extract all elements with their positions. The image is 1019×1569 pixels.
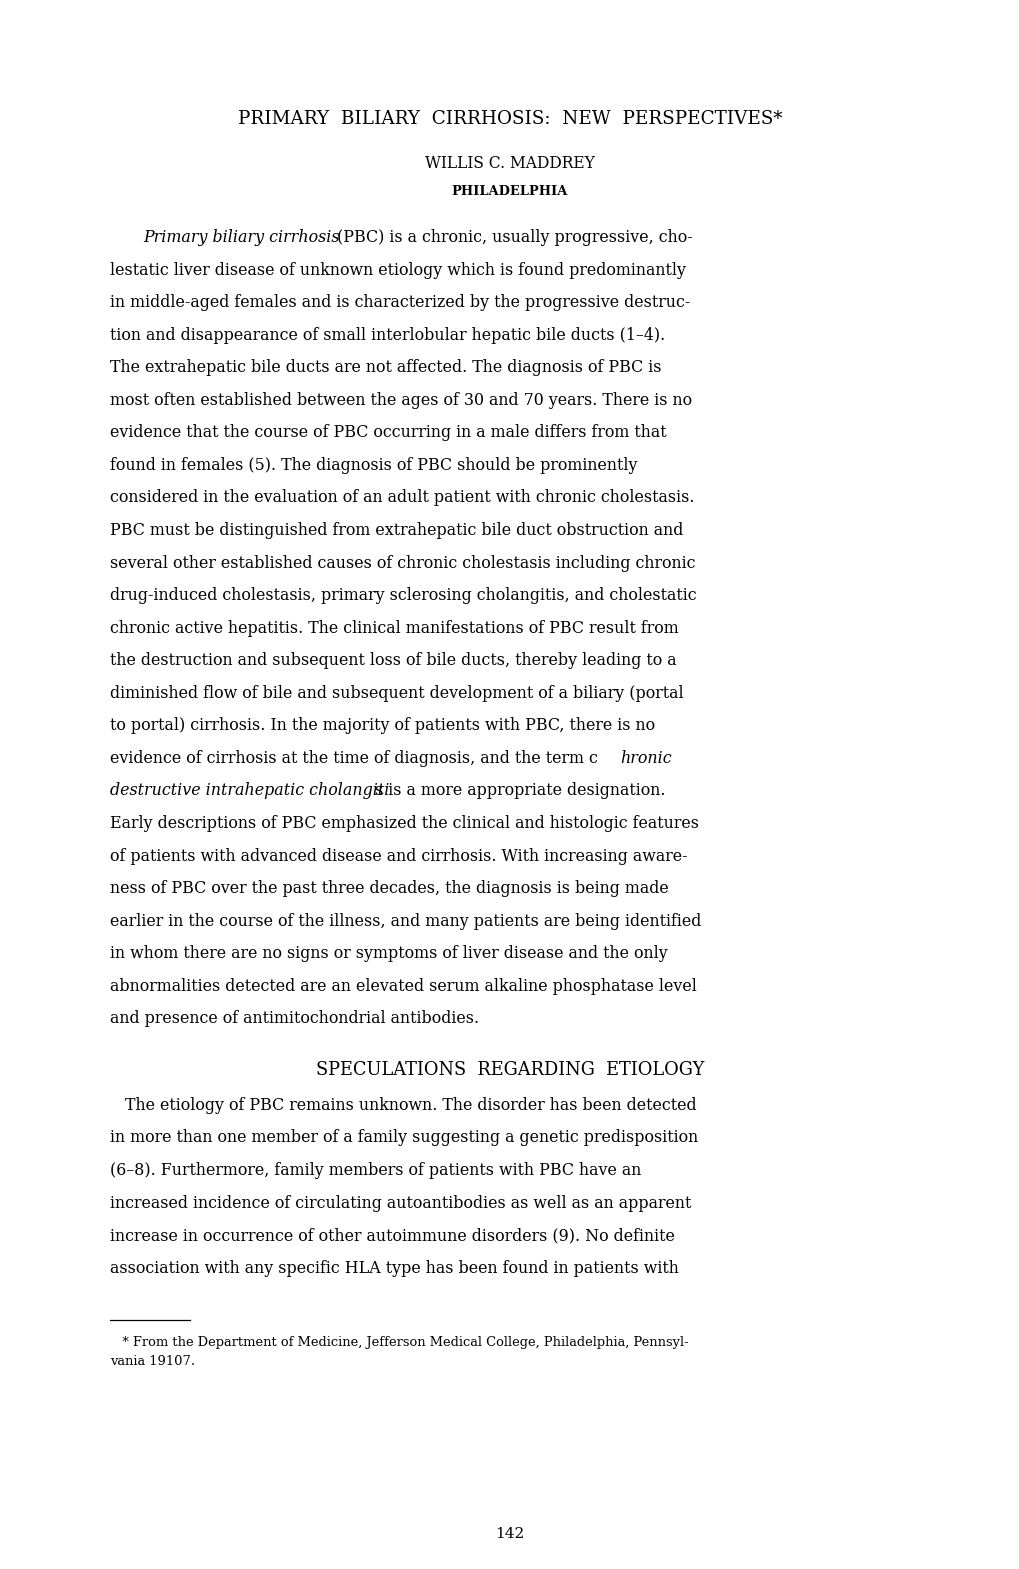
Text: hronic: hronic bbox=[620, 750, 672, 767]
Text: increased incidence of circulating autoantibodies as well as an apparent: increased incidence of circulating autoa… bbox=[110, 1194, 691, 1211]
Text: SPECULATIONS  REGARDING  ETIOLOGY: SPECULATIONS REGARDING ETIOLOGY bbox=[316, 1061, 703, 1079]
Text: PBC must be distinguished from extrahepatic bile duct obstruction and: PBC must be distinguished from extrahepa… bbox=[110, 522, 683, 540]
Text: tion and disappearance of small interlobular hepatic bile ducts (1–4).: tion and disappearance of small interlob… bbox=[110, 326, 664, 344]
Text: diminished flow of bile and subsequent development of a biliary (portal: diminished flow of bile and subsequent d… bbox=[110, 684, 683, 701]
Text: (PBC) is a chronic, usually progressive, cho-: (PBC) is a chronic, usually progressive,… bbox=[332, 229, 693, 246]
Text: drug-induced cholestasis, primary sclerosing cholangitis, and cholestatic: drug-induced cholestasis, primary sclero… bbox=[110, 587, 696, 604]
Text: found in females (5). The diagnosis of PBC should be prominently: found in females (5). The diagnosis of P… bbox=[110, 457, 637, 474]
Text: several other established causes of chronic cholestasis including chronic: several other established causes of chro… bbox=[110, 554, 695, 571]
Text: WILLIS C. MADDREY: WILLIS C. MADDREY bbox=[425, 155, 594, 173]
Text: and presence of antimitochondrial antibodies.: and presence of antimitochondrial antibo… bbox=[110, 1010, 479, 1028]
Text: to portal) cirrhosis. In the majority of patients with PBC, there is no: to portal) cirrhosis. In the majority of… bbox=[110, 717, 654, 734]
Text: in whom there are no signs or symptoms of liver disease and the only: in whom there are no signs or symptoms o… bbox=[110, 945, 667, 962]
Text: chronic active hepatitis. The clinical manifestations of PBC result from: chronic active hepatitis. The clinical m… bbox=[110, 620, 679, 637]
Text: The extrahepatic bile ducts are not affected. The diagnosis of PBC is: The extrahepatic bile ducts are not affe… bbox=[110, 359, 661, 377]
Text: evidence of cirrhosis at the time of diagnosis, and the term c: evidence of cirrhosis at the time of dia… bbox=[110, 750, 597, 767]
Text: PRIMARY  BILIARY  CIRRHOSIS:  NEW  PERSPECTIVES*: PRIMARY BILIARY CIRRHOSIS: NEW PERSPECTI… bbox=[237, 110, 782, 129]
Text: evidence that the course of PBC occurring in a male differs from that: evidence that the course of PBC occurrin… bbox=[110, 424, 666, 441]
Text: ness of PBC over the past three decades, the diagnosis is being made: ness of PBC over the past three decades,… bbox=[110, 880, 668, 897]
Text: Early descriptions of PBC emphasized the clinical and histologic features: Early descriptions of PBC emphasized the… bbox=[110, 814, 698, 832]
Text: The etiology of PBC remains unknown. The disorder has been detected: The etiology of PBC remains unknown. The… bbox=[110, 1097, 696, 1114]
Text: destructive intrahepatic cholangiti: destructive intrahepatic cholangiti bbox=[110, 783, 389, 800]
Text: * From the Department of Medicine, Jefferson Medical College, Philadelphia, Penn: * From the Department of Medicine, Jeffe… bbox=[110, 1337, 688, 1349]
Text: Primary biliary cirrhosis: Primary biliary cirrhosis bbox=[143, 229, 339, 246]
Text: most often established between the ages of 30 and 70 years. There is no: most often established between the ages … bbox=[110, 392, 692, 410]
Text: PHILADELPHIA: PHILADELPHIA bbox=[451, 185, 568, 198]
Text: 142: 142 bbox=[495, 1527, 524, 1541]
Text: lestatic liver disease of unknown etiology which is found predominantly: lestatic liver disease of unknown etiolo… bbox=[110, 262, 686, 279]
Text: earlier in the course of the illness, and many patients are being identified: earlier in the course of the illness, an… bbox=[110, 913, 701, 930]
Text: vania 19107.: vania 19107. bbox=[110, 1356, 195, 1368]
Text: association with any specific HLA type has been found in patients with: association with any specific HLA type h… bbox=[110, 1260, 679, 1277]
Text: s is a more appropriate designation.: s is a more appropriate designation. bbox=[375, 783, 665, 800]
Text: abnormalities detected are an elevated serum alkaline phosphatase level: abnormalities detected are an elevated s… bbox=[110, 977, 696, 995]
Text: in middle-aged females and is characterized by the progressive destruc-: in middle-aged females and is characteri… bbox=[110, 293, 690, 311]
Text: of patients with advanced disease and cirrhosis. With increasing aware-: of patients with advanced disease and ci… bbox=[110, 847, 687, 865]
Text: (6–8). Furthermore, family members of patients with PBC have an: (6–8). Furthermore, family members of pa… bbox=[110, 1163, 641, 1178]
Text: in more than one member of a family suggesting a genetic predisposition: in more than one member of a family sugg… bbox=[110, 1130, 698, 1147]
Text: considered in the evaluation of an adult patient with chronic cholestasis.: considered in the evaluation of an adult… bbox=[110, 490, 694, 507]
Text: increase in occurrence of other autoimmune disorders (9). No definite: increase in occurrence of other autoimmu… bbox=[110, 1227, 675, 1244]
Text: the destruction and subsequent loss of bile ducts, thereby leading to a: the destruction and subsequent loss of b… bbox=[110, 653, 677, 670]
